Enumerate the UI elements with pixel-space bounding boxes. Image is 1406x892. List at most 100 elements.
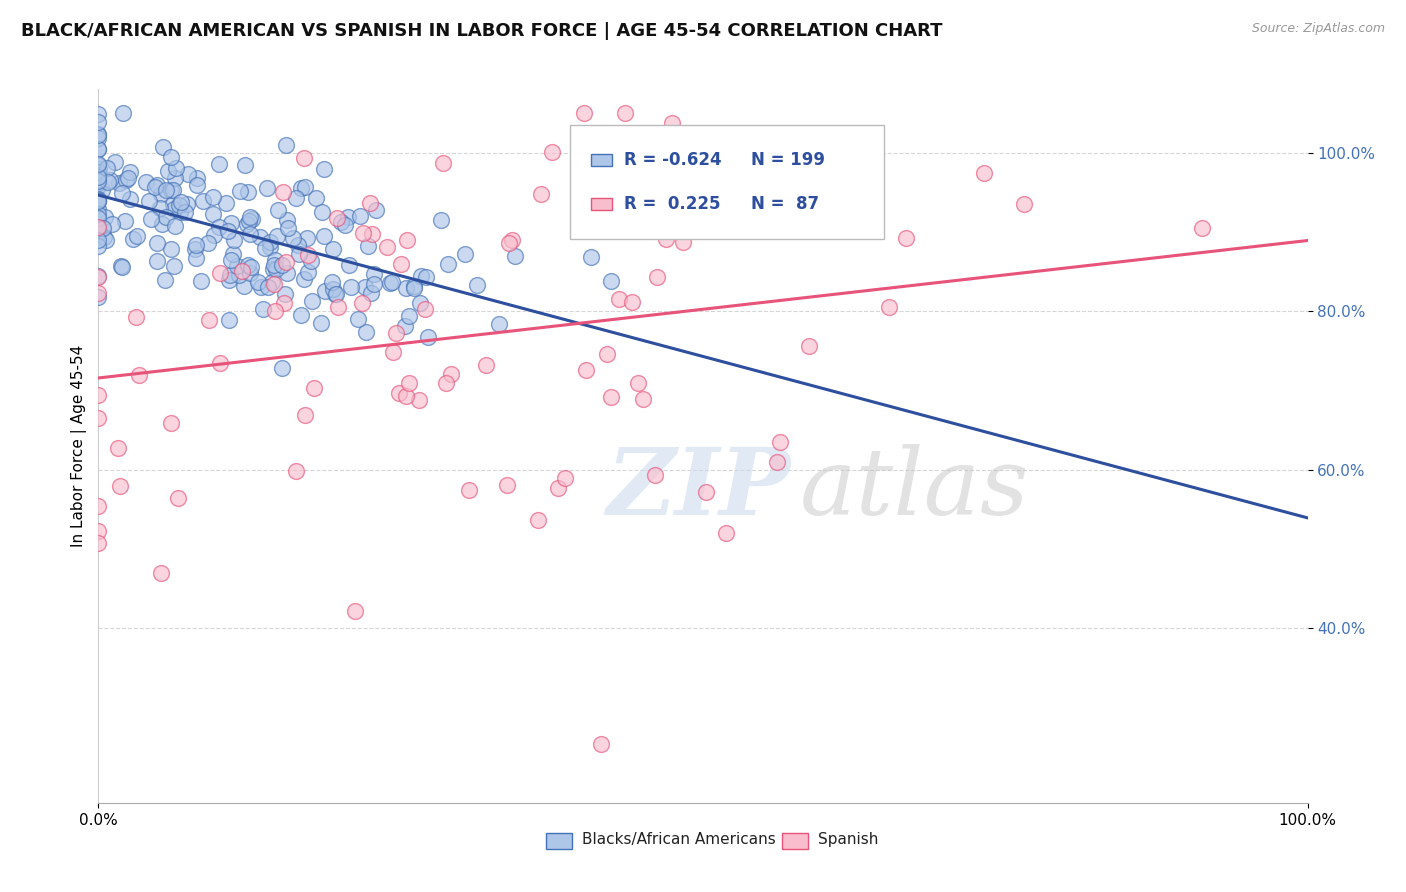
Point	[176, 197, 198, 211]
Point	[238, 214, 260, 228]
Point	[257, 280, 280, 294]
Point	[96, 161, 118, 175]
Point	[260, 275, 283, 289]
Point	[645, 270, 668, 285]
Point	[107, 441, 129, 455]
Point	[350, 296, 373, 310]
Point	[495, 478, 517, 492]
Point	[644, 467, 666, 482]
Point	[363, 277, 385, 291]
Point	[87, 207, 110, 221]
Point	[87, 202, 110, 217]
Point	[297, 265, 319, 279]
Point	[322, 242, 344, 256]
Point	[115, 173, 138, 187]
Point	[394, 318, 416, 333]
Point	[177, 167, 200, 181]
Point	[270, 258, 292, 272]
Point	[111, 106, 134, 120]
Point	[163, 202, 186, 216]
Point	[249, 230, 271, 244]
Point	[233, 279, 256, 293]
Point	[337, 211, 360, 225]
Point	[416, 330, 439, 344]
Point	[201, 207, 224, 221]
Point	[388, 385, 411, 400]
Point	[276, 213, 298, 227]
Point	[271, 185, 294, 199]
Point	[87, 221, 110, 235]
Point	[87, 106, 110, 120]
Point	[600, 390, 623, 404]
Point	[354, 325, 377, 339]
Point	[381, 344, 404, 359]
Text: BLACK/AFRICAN AMERICAN VS SPANISH IN LABOR FORCE | AGE 45-54 CORRELATION CHART: BLACK/AFRICAN AMERICAN VS SPANISH IN LAB…	[21, 22, 942, 40]
Point	[274, 138, 297, 153]
Point	[360, 286, 382, 301]
Text: N = 199: N = 199	[751, 151, 825, 169]
Point	[122, 232, 145, 246]
Point	[252, 302, 274, 317]
Point	[292, 151, 315, 165]
Point	[973, 166, 995, 180]
Point	[186, 251, 208, 265]
Point	[408, 392, 430, 407]
Point	[167, 197, 190, 211]
Point	[274, 286, 297, 301]
Point	[235, 158, 257, 172]
FancyBboxPatch shape	[569, 125, 884, 239]
Point	[87, 114, 110, 128]
Point	[352, 226, 374, 240]
Point	[111, 186, 134, 201]
Point	[228, 268, 250, 283]
Point	[263, 259, 285, 273]
Point	[191, 194, 214, 208]
Point	[498, 235, 520, 250]
Point	[208, 157, 231, 171]
Text: R =  0.225: R = 0.225	[624, 195, 721, 213]
Point	[87, 142, 110, 156]
Point	[118, 165, 141, 179]
Point	[266, 229, 288, 244]
Point	[337, 258, 360, 272]
FancyBboxPatch shape	[782, 833, 808, 849]
Point	[672, 235, 695, 249]
Point	[169, 205, 191, 219]
Point	[87, 127, 110, 141]
Point	[488, 318, 510, 332]
Point	[436, 257, 458, 271]
Point	[526, 513, 548, 527]
Point	[219, 216, 242, 230]
Point	[94, 233, 117, 247]
Point	[155, 183, 177, 197]
Text: ZIP: ZIP	[606, 444, 790, 533]
Point	[87, 499, 110, 513]
Point	[274, 255, 297, 269]
Point	[309, 316, 332, 330]
Text: Spanish: Spanish	[818, 831, 879, 847]
Point	[87, 233, 110, 247]
Point	[579, 250, 602, 264]
Point	[415, 269, 437, 284]
Point	[87, 128, 110, 142]
Point	[294, 180, 316, 194]
Point	[108, 479, 131, 493]
Point	[591, 738, 613, 752]
Point	[349, 209, 371, 223]
Point	[329, 215, 352, 229]
Point	[150, 186, 173, 201]
Point	[779, 204, 801, 219]
Point	[218, 313, 240, 327]
Point	[98, 172, 121, 186]
Point	[87, 170, 110, 185]
Point	[474, 359, 496, 373]
Point	[297, 230, 319, 244]
Point	[357, 239, 380, 253]
Point	[87, 176, 110, 190]
Point	[190, 274, 212, 288]
Point	[165, 171, 187, 186]
Point	[184, 238, 207, 252]
Point	[314, 229, 336, 244]
Point	[326, 301, 349, 315]
Point	[607, 293, 630, 307]
